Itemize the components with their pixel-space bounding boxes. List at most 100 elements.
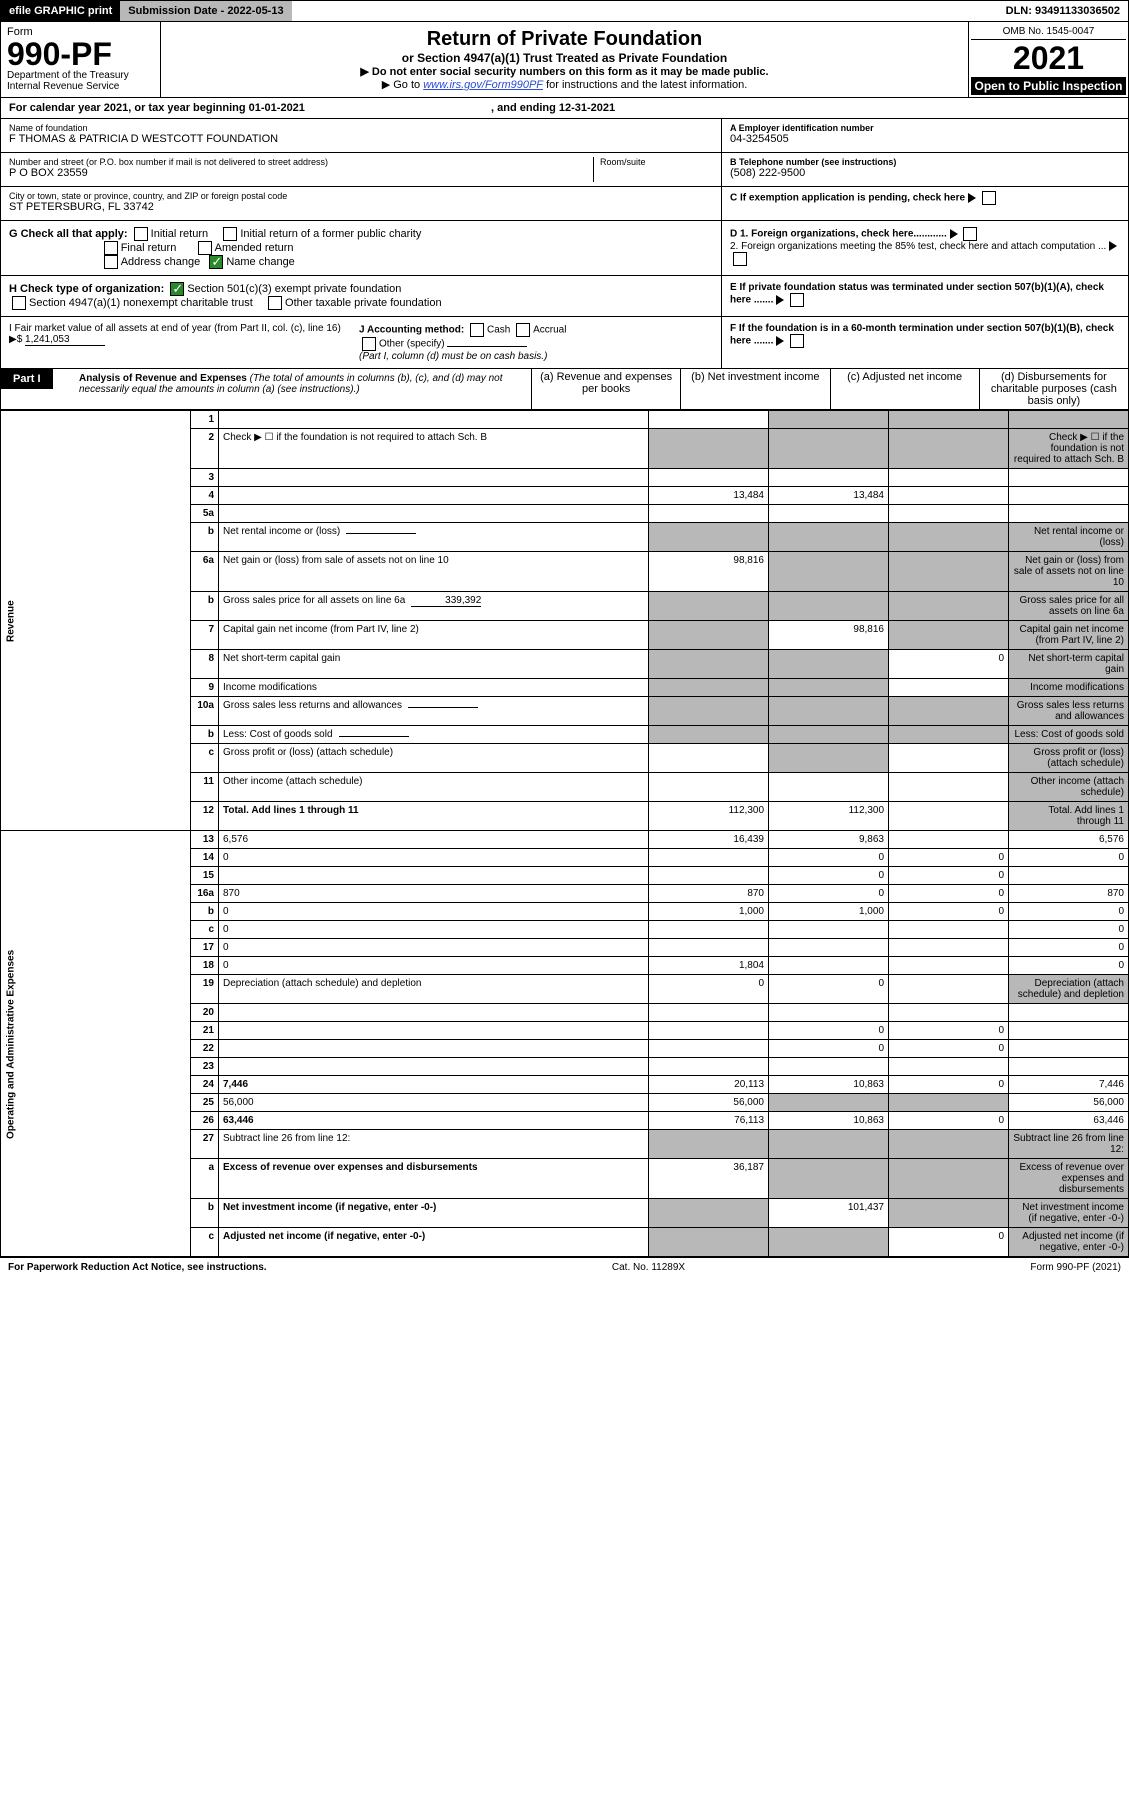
line-number: 5a	[191, 505, 219, 523]
cell-c	[889, 975, 1009, 1004]
cell-a: 13,484	[649, 487, 769, 505]
checkbox-initial[interactable]	[134, 227, 148, 241]
cell-c	[889, 1199, 1009, 1228]
checkbox-addr[interactable]	[104, 255, 118, 269]
cell-c	[889, 469, 1009, 487]
cell-b	[769, 921, 889, 939]
cell-a: 16,439	[649, 831, 769, 849]
cell-b: 101,437	[769, 1199, 889, 1228]
arrow-icon	[950, 229, 958, 239]
revenue-sidelabel: Revenue	[1, 411, 191, 831]
cell-a	[649, 867, 769, 885]
cell-c: 0	[889, 849, 1009, 867]
foundation-name-cell: Name of foundation F THOMAS & PATRICIA D…	[1, 119, 721, 153]
line-description	[219, 411, 649, 429]
cell-d: Net gain or (loss) from sale of assets n…	[1009, 552, 1129, 592]
line-number: 23	[191, 1058, 219, 1076]
cell-d: Income modifications	[1009, 679, 1129, 697]
form-subtitle: or Section 4947(a)(1) Trust Treated as P…	[167, 51, 962, 65]
line-description: 7,446	[219, 1076, 649, 1094]
checkbox-e[interactable]	[790, 293, 804, 307]
checkbox-d2[interactable]	[733, 252, 747, 266]
cell-d: 0	[1009, 921, 1129, 939]
checkbox-c[interactable]	[982, 191, 996, 205]
checkbox-cash[interactable]	[470, 323, 484, 337]
cell-b	[769, 1228, 889, 1257]
cell-d	[1009, 1058, 1129, 1076]
checkbox-4947[interactable]	[12, 296, 26, 310]
cell-d: Net rental income or (loss)	[1009, 523, 1129, 552]
city-cell: City or town, state or province, country…	[1, 187, 721, 221]
table-row: Revenue1	[1, 411, 1129, 429]
line-number: 2	[191, 429, 219, 469]
cell-b	[769, 505, 889, 523]
line-description: Check ▶ ☐ if the foundation is not requi…	[219, 429, 649, 469]
form-header: Form 990-PF Department of the Treasury I…	[0, 22, 1129, 98]
cell-c: 0	[889, 1040, 1009, 1058]
cell-d: 0	[1009, 957, 1129, 975]
cell-b	[769, 697, 889, 726]
cell-d: Less: Cost of goods sold	[1009, 726, 1129, 744]
address-cell: Number and street (or P.O. box number if…	[1, 153, 721, 187]
cell-c	[889, 679, 1009, 697]
line-description: 6,576	[219, 831, 649, 849]
checkbox-d1[interactable]	[963, 227, 977, 241]
line-number: 13	[191, 831, 219, 849]
cell-a	[649, 469, 769, 487]
cell-b: 0	[769, 849, 889, 867]
cell-a: 20,113	[649, 1076, 769, 1094]
cell-a	[649, 1130, 769, 1159]
line-description	[219, 1040, 649, 1058]
checkbox-accrual[interactable]	[516, 323, 530, 337]
cell-a	[649, 744, 769, 773]
line-number: b	[191, 592, 219, 621]
cell-d: Adjusted net income (if negative, enter …	[1009, 1228, 1129, 1257]
line-number: 24	[191, 1076, 219, 1094]
line-description: 0	[219, 939, 649, 957]
cell-a	[649, 523, 769, 552]
checkbox-other-method[interactable]	[362, 337, 376, 351]
line-number: 21	[191, 1022, 219, 1040]
cell-b	[769, 523, 889, 552]
cell-c	[889, 429, 1009, 469]
form-link[interactable]: www.irs.gov/Form990PF	[423, 79, 543, 91]
dln: DLN: 93491133036502	[998, 1, 1128, 21]
exemption-cell: C If exemption application is pending, c…	[722, 187, 1128, 221]
line-description	[219, 1022, 649, 1040]
cell-b	[769, 552, 889, 592]
calendar-year-row: For calendar year 2021, or tax year begi…	[0, 98, 1129, 119]
part1-header: Part I Analysis of Revenue and Expenses …	[0, 369, 1129, 410]
line-description	[219, 487, 649, 505]
dept-label: Department of the Treasury Internal Reve…	[7, 70, 154, 92]
cell-d	[1009, 867, 1129, 885]
checkbox-final[interactable]	[104, 241, 118, 255]
cell-b: 10,863	[769, 1076, 889, 1094]
cell-d: 63,446	[1009, 1112, 1129, 1130]
checkbox-name-change[interactable]	[209, 255, 223, 269]
cell-d: 0	[1009, 903, 1129, 921]
cell-b	[769, 726, 889, 744]
cell-d: Other income (attach schedule)	[1009, 773, 1129, 802]
cell-b	[769, 592, 889, 621]
cell-c: 0	[889, 903, 1009, 921]
checkbox-501c3[interactable]	[170, 282, 184, 296]
form-number: 990-PF	[7, 38, 154, 70]
cell-b	[769, 1130, 889, 1159]
cell-d: 7,446	[1009, 1076, 1129, 1094]
cell-c	[889, 921, 1009, 939]
cell-b	[769, 429, 889, 469]
arrow-icon	[968, 193, 976, 203]
checkbox-amended[interactable]	[198, 241, 212, 255]
table-row: Operating and Administrative Expenses136…	[1, 831, 1129, 849]
cell-c	[889, 621, 1009, 650]
cell-a: 1,000	[649, 903, 769, 921]
line-number: 12	[191, 802, 219, 831]
cell-d: Gross sales price for all assets on line…	[1009, 592, 1129, 621]
cell-a: 112,300	[649, 802, 769, 831]
checkbox-initial-former[interactable]	[223, 227, 237, 241]
checkbox-f[interactable]	[790, 334, 804, 348]
cell-b	[769, 773, 889, 802]
cell-a: 98,816	[649, 552, 769, 592]
line-number: 6a	[191, 552, 219, 592]
checkbox-other-taxable[interactable]	[268, 296, 282, 310]
